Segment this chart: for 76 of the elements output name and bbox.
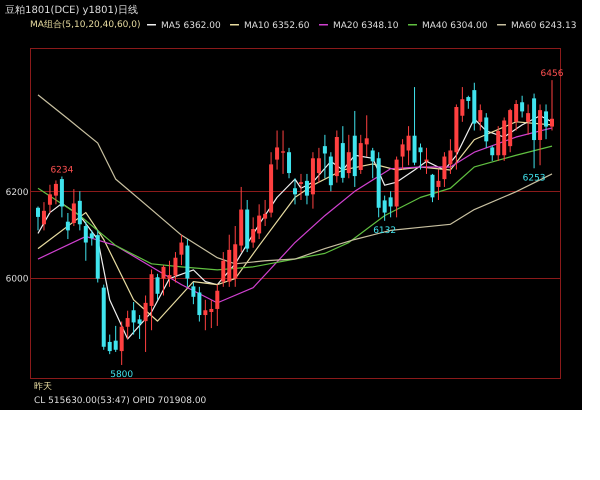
candlestick <box>257 204 262 240</box>
candlestick <box>322 134 327 179</box>
candlestick <box>448 138 452 174</box>
candlestick <box>424 147 428 174</box>
candlestick <box>298 173 303 200</box>
candlestick <box>430 173 434 203</box>
candlestick <box>514 100 518 131</box>
candlestick <box>304 173 309 205</box>
candlestick <box>78 190 82 231</box>
candlestick <box>544 104 548 140</box>
candlestick <box>36 206 40 231</box>
candlestick <box>203 299 208 331</box>
legend-label: MA5 6362.00 <box>161 20 221 31</box>
candlestick <box>156 273 160 300</box>
chart-title: 豆粕1801(DCE) y1801)日线 <box>5 4 138 16</box>
candlestick <box>54 180 58 205</box>
candlestick <box>72 188 76 227</box>
candlestick <box>191 282 196 305</box>
candlestick <box>209 299 214 329</box>
candlestick <box>316 147 321 184</box>
candlestick <box>466 95 470 110</box>
candlestick <box>126 310 130 340</box>
candlestick <box>364 114 369 158</box>
candlestick <box>293 178 297 205</box>
candlestick <box>370 147 375 179</box>
candlestick <box>167 260 172 288</box>
candlestick <box>418 143 423 170</box>
candlestick <box>520 95 524 118</box>
y-tick-label: 6200 <box>6 188 29 198</box>
candlestick <box>90 230 94 246</box>
candlestick <box>179 234 184 266</box>
candlestick <box>490 145 494 162</box>
candlestick <box>197 286 202 322</box>
candlestick <box>66 212 70 240</box>
candlestick <box>215 284 220 326</box>
text: 昨天 <box>34 381 52 392</box>
legend-label: MA60 6243.13 <box>511 20 576 31</box>
candlestick <box>388 190 393 218</box>
candlestick <box>436 169 440 200</box>
candlestick <box>382 195 387 222</box>
candlestick <box>442 152 446 188</box>
legend-title: MA组合(5,10,20,40,60,0) <box>30 19 141 30</box>
line-series <box>37 94 553 264</box>
candlestick <box>550 80 554 131</box>
text: CL 515630.00(53:47) OPID 701908.00 <box>34 396 207 406</box>
candlestick <box>108 334 112 355</box>
candlestick <box>48 184 52 214</box>
legend-label: MA20 6348.10 <box>333 20 399 31</box>
candlestick <box>114 325 118 352</box>
candlestick <box>460 86 464 122</box>
candlestick <box>275 130 280 170</box>
candlestick <box>138 314 142 340</box>
candlestick <box>173 252 178 283</box>
candlestick <box>162 264 166 296</box>
annotation: 5800 <box>110 370 134 380</box>
candlestick <box>132 302 136 336</box>
candlestick <box>526 104 530 136</box>
candlestick <box>42 202 46 231</box>
candlestick <box>478 104 482 131</box>
candlestick <box>484 112 488 148</box>
candlestick <box>287 147 292 179</box>
line-series <box>37 146 553 270</box>
candlestick <box>400 138 405 170</box>
candlestick <box>346 134 351 179</box>
legend-label: MA10 6352.60 <box>244 20 310 31</box>
candlestick <box>84 221 88 262</box>
candlestick <box>406 126 411 166</box>
candlestick <box>144 295 148 352</box>
candlestick <box>221 252 226 288</box>
candlestick <box>251 216 256 248</box>
annotation: 6234 <box>50 166 74 176</box>
candlestick <box>263 199 268 227</box>
annotation: 6456 <box>540 69 564 80</box>
legend-label: MA40 6304.00 <box>422 20 488 31</box>
y-tick-label: 6000 <box>6 274 29 285</box>
annotation: 6253 <box>522 173 546 184</box>
